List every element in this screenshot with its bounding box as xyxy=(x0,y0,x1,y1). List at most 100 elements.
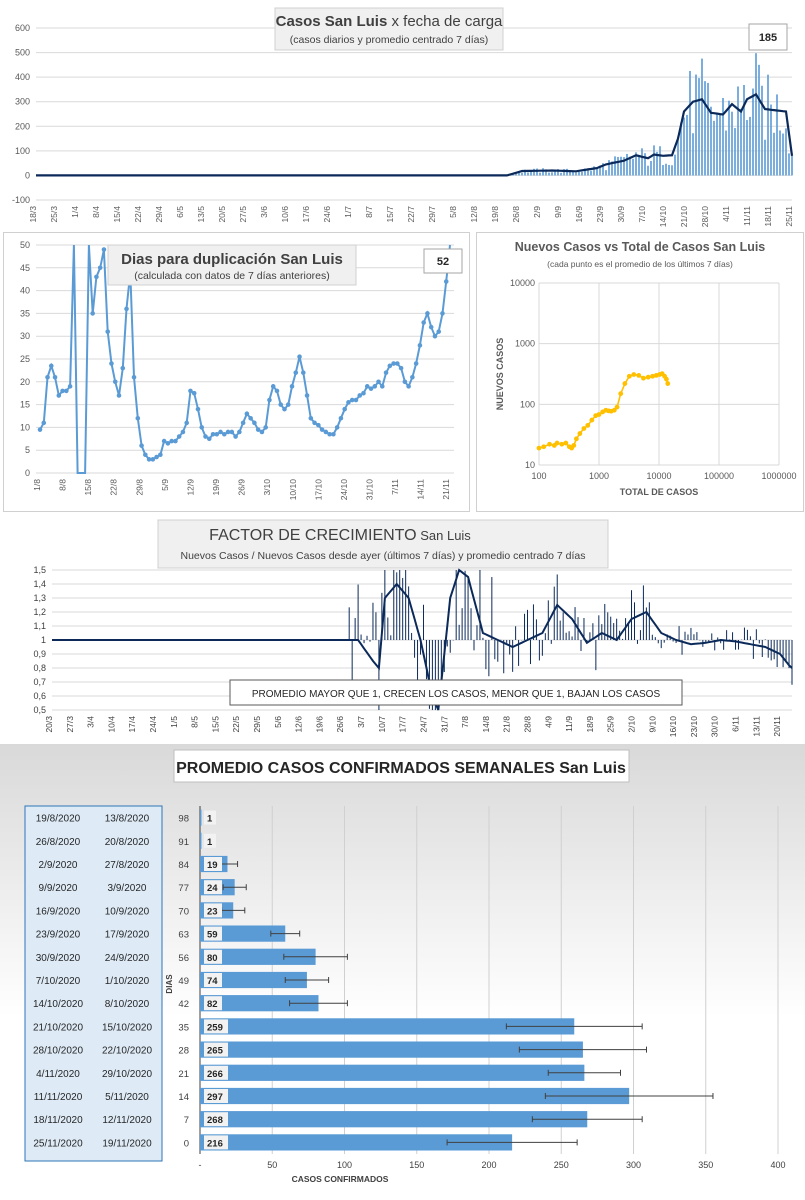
scatter-point xyxy=(559,441,565,447)
daily-bar xyxy=(770,104,772,176)
x-tick-label: 100000 xyxy=(704,471,734,481)
x-tick-label: 17/10 xyxy=(313,479,323,501)
doubling-point xyxy=(410,374,415,380)
scatter-point xyxy=(554,440,560,446)
x-tick-label: 10/4 xyxy=(106,716,116,733)
y-tick-label: 0 xyxy=(25,468,30,478)
doubling-point xyxy=(143,452,148,458)
week-start-date: 19/11/2020 xyxy=(102,1138,152,1149)
doubling-point xyxy=(327,431,332,437)
daily-bar xyxy=(704,81,706,176)
doubling-point xyxy=(368,386,374,391)
y-tick-label: 100 xyxy=(520,399,535,409)
daily-bar xyxy=(782,133,784,176)
doubling-point xyxy=(255,427,261,432)
doubling-point xyxy=(421,320,426,325)
doubling-point xyxy=(48,363,54,369)
doubling-point xyxy=(109,361,114,366)
value-label: 216 xyxy=(207,1138,223,1149)
title-box xyxy=(107,244,357,286)
value-label-box xyxy=(204,1042,228,1057)
x-tick-label: 13/11 xyxy=(751,716,761,737)
x-tick-label: 350 xyxy=(698,1160,713,1170)
value-label: 74 xyxy=(207,976,218,987)
x-tick-label: 2/10 xyxy=(626,716,636,733)
chart-title: Nuevos Casos vs Total de Casos San Luis xyxy=(515,240,766,254)
doubling-point xyxy=(60,388,65,394)
value-label-box xyxy=(204,1089,228,1103)
daily-bar xyxy=(554,171,556,176)
x-tick-label: 21/8 xyxy=(502,716,512,733)
daily-bar xyxy=(563,169,565,176)
weekly-bar xyxy=(200,832,202,849)
daily-bar xyxy=(761,85,763,176)
doubling-point xyxy=(146,457,152,462)
daily-bar xyxy=(536,168,538,176)
x-tick-label: 3/10 xyxy=(262,479,272,496)
x-tick-label: 30/9 xyxy=(616,206,626,223)
doubling-point xyxy=(222,431,227,437)
doubling-point xyxy=(105,329,111,334)
value-label-box xyxy=(204,903,222,918)
doubling-point xyxy=(285,402,291,407)
doubling-point xyxy=(56,393,62,398)
daily-bar xyxy=(512,174,514,176)
x-tick-label: 10000 xyxy=(646,471,671,481)
daily-bar xyxy=(530,170,532,176)
x-tick-label: 10/6 xyxy=(280,206,290,223)
doubling-point xyxy=(357,393,363,398)
y-tick-label: 600 xyxy=(15,23,30,33)
x-tick-label: 14/11 xyxy=(416,479,426,500)
daily-bar xyxy=(773,132,775,176)
week-end-date: 23/9/2020 xyxy=(36,930,81,941)
chart-title: Casos San Luis x fecha de carga xyxy=(276,13,503,30)
daily-bar xyxy=(548,172,550,176)
doubling-point xyxy=(361,390,366,396)
daily-bar xyxy=(764,139,766,176)
weekly-bar xyxy=(200,1018,575,1035)
daily-bar xyxy=(602,163,604,176)
x-tick-label: 18/3 xyxy=(28,206,38,223)
x-tick-label: 21/10 xyxy=(679,206,689,228)
daily-bar xyxy=(788,153,790,176)
daily-bar xyxy=(569,171,571,176)
days-label: 28 xyxy=(178,1046,189,1057)
days-label: 56 xyxy=(178,953,189,964)
x-tick-label: 31/10 xyxy=(365,479,375,501)
doubling-panel: 50 45 40 35 30 25 20 15 10 5 0 1/8 8/8 15/8 22/8 29/8 5/… xyxy=(3,232,470,512)
weekly-bar xyxy=(200,1134,513,1151)
scatter-point xyxy=(665,381,671,386)
daily-bar xyxy=(668,164,670,176)
doubling-point xyxy=(120,365,126,371)
x-tick-label: 20/3 xyxy=(44,716,54,733)
daily-bar xyxy=(755,53,757,176)
y-tick-label: 10 xyxy=(20,422,30,432)
x-tick-label: 28/10 xyxy=(700,206,710,228)
week-end-date: 19/8/2020 xyxy=(36,814,81,825)
x-tick-label: 24/6 xyxy=(322,206,332,223)
week-start-date: 29/10/2020 xyxy=(102,1069,152,1080)
doubling-point xyxy=(233,434,238,439)
value-label: 23 xyxy=(207,906,218,917)
x-tick-label: 3/4 xyxy=(86,716,96,728)
doubling-point xyxy=(395,361,400,366)
x-tick-label: 11/11 xyxy=(742,206,752,226)
doubling-point xyxy=(346,400,351,405)
title-box xyxy=(157,519,609,569)
doubling-point xyxy=(218,429,223,435)
x-tick-label: 19/9 xyxy=(211,479,221,496)
value-label: 1 xyxy=(207,814,213,825)
daily-bar xyxy=(605,170,607,176)
x-tick-label: 150 xyxy=(409,1160,424,1170)
doubling-point xyxy=(289,384,295,389)
x-tick-label: 1000 xyxy=(589,471,609,481)
doubling-point xyxy=(428,324,434,330)
x-tick-label: - xyxy=(199,1160,202,1170)
badge-box xyxy=(423,248,463,274)
daily-cases-panel: 600 500 400 300 200 100 0 -100 18/3 25/3 1/4 8/4 15/… xyxy=(0,0,805,228)
x-tick-label: 17/6 xyxy=(301,206,311,223)
y-tick-label: 35 xyxy=(20,308,30,318)
doubling-point xyxy=(52,374,58,380)
weekly-bar xyxy=(200,1111,588,1128)
